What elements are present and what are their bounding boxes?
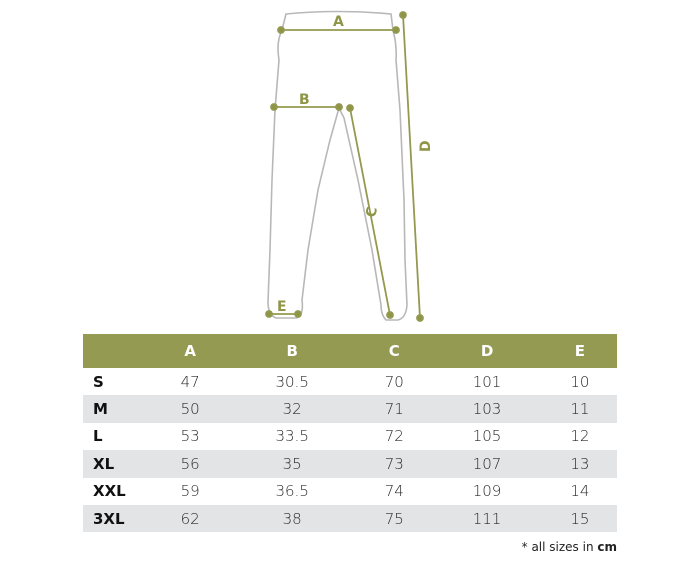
measurement-cell: 13 (542, 450, 617, 478)
measurement-cell: 109 (472, 482, 502, 501)
measurement-cell: 14 (570, 482, 590, 501)
column-header (83, 334, 153, 368)
measure-dot (270, 103, 278, 111)
measurement-cell: 15 (542, 504, 617, 533)
measurement-cell: 101 (472, 372, 502, 391)
measurement-cell: 75 (357, 504, 432, 533)
column-header-c: C (357, 334, 432, 368)
measure-dot (335, 103, 343, 111)
table-row: 3XL 62 38 75 111 15 (83, 504, 617, 533)
measurement-cell: 50 (153, 395, 228, 423)
measurement-cell: 73 (357, 450, 432, 478)
measure-line-d (402, 14, 421, 319)
size-label: L (93, 427, 103, 446)
measure-dot (277, 26, 285, 34)
footnote-unit: cm (597, 540, 617, 554)
measure-dot (386, 311, 394, 319)
measurement-cell: 59 (180, 482, 200, 501)
label-e: E (277, 299, 287, 315)
column-header-d: D (431, 334, 543, 368)
measurement-cell: 56 (153, 450, 228, 478)
measure-dot (265, 310, 273, 318)
column-header-b: B (227, 334, 358, 368)
measurement-cell: 47 (180, 372, 200, 391)
measurement-cell: 36.5 (275, 482, 309, 501)
column-header-e: E (542, 334, 617, 368)
measurement-cell: 72 (384, 427, 404, 446)
label-a: A (333, 14, 344, 30)
measurement-cell: 30.5 (275, 372, 309, 391)
measure-dot (416, 314, 424, 322)
measurement-cell: 33.5 (275, 427, 309, 446)
label-b: B (299, 92, 310, 108)
table-row: S 47 30.5 70 101 10 (83, 368, 617, 395)
footnote-text: * all sizes in (521, 540, 598, 554)
measurement-cell: 10 (570, 372, 590, 391)
measurement-cell: 103 (431, 395, 543, 423)
table-row: XL 56 35 73 107 13 (83, 450, 617, 478)
measure-line-c (349, 107, 391, 316)
measurement-cell: 12 (570, 427, 590, 446)
measure-dot (294, 310, 302, 318)
size-label: M (83, 395, 153, 423)
measurement-cell: 11 (542, 395, 617, 423)
table-row: XXL 59 36.5 74 109 14 (83, 478, 617, 505)
measurement-cell: 32 (227, 395, 358, 423)
measure-dot (346, 104, 354, 112)
footnote: * all sizes in cm (522, 540, 617, 554)
pants-outline (267, 10, 408, 321)
measurement-cell: 74 (384, 482, 404, 501)
measure-dot (392, 26, 400, 34)
measurement-cell: 111 (431, 504, 543, 533)
pants-diagram: A B C D E (265, 10, 434, 322)
measurement-cell: 38 (227, 504, 358, 533)
measurement-cell: 35 (227, 450, 358, 478)
measurement-cell: 105 (472, 427, 502, 446)
size-label: S (93, 372, 104, 391)
measure-dot (399, 11, 407, 19)
label-d: D (418, 140, 434, 152)
measurement-cell: 71 (357, 395, 432, 423)
column-header-a: A (153, 334, 228, 368)
size-label: XL (83, 450, 153, 478)
size-label: XXL (93, 482, 126, 501)
label-c: C (363, 205, 381, 218)
table-row: M 50 32 71 103 11 (83, 395, 617, 423)
table-row: L 53 33.5 72 105 12 (83, 423, 617, 450)
table-header-row: A B C D E (83, 334, 617, 368)
measurement-cell: 70 (384, 372, 404, 391)
size-table: A B C D E S 47 30.5 70 101 10 M 50 32 71 103 11 L 53 3… (83, 334, 617, 533)
measurement-cell: 107 (431, 450, 543, 478)
measurement-cell: 53 (180, 427, 200, 446)
size-label: 3XL (83, 504, 153, 533)
measurement-cell: 62 (153, 504, 228, 533)
